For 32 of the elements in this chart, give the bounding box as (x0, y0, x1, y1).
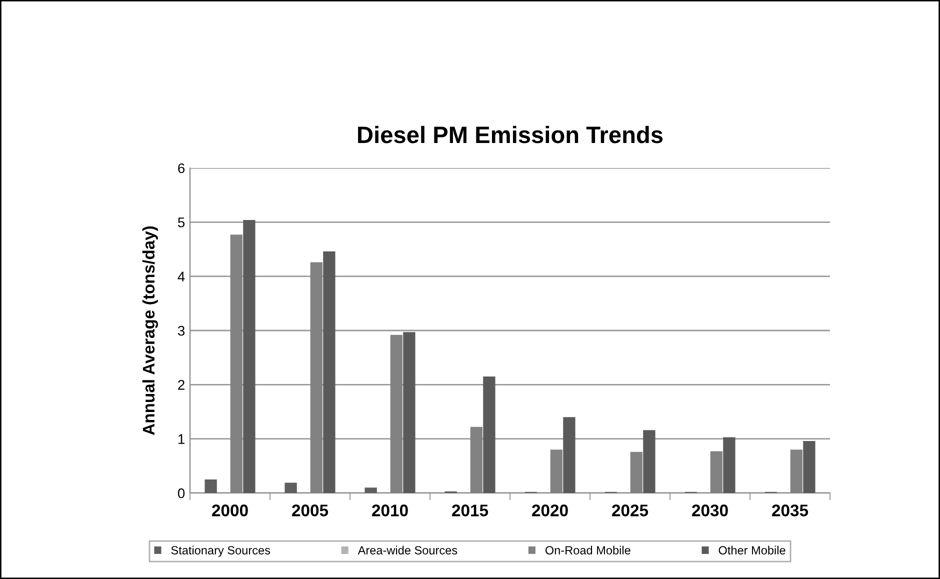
y-tick-label: 6 (178, 163, 185, 174)
bar (204, 479, 217, 493)
y-tick-label: 3 (178, 326, 185, 336)
y-tick-label: 2 (178, 380, 184, 390)
chart-title: Diesel PM Emission Trends (358, 126, 663, 144)
x-tick-label: 2005 (292, 504, 328, 516)
y-tick-label: 4 (178, 272, 185, 282)
legend-label: Other Mobile (718, 546, 786, 554)
y-tick-label: 0 (178, 488, 185, 498)
bar (483, 376, 496, 493)
x-tick-label: 2015 (452, 504, 488, 516)
x-tick-label: 2030 (692, 504, 728, 516)
bar (723, 437, 736, 493)
legend-label: On-Road Mobile (545, 546, 630, 554)
x-tick-label: 2035 (772, 504, 808, 516)
bar (403, 332, 416, 493)
x-tick-label: 2010 (372, 504, 408, 516)
bar (243, 220, 256, 493)
bar (803, 441, 816, 493)
bar (364, 488, 377, 493)
bar (563, 417, 576, 493)
legend-label: Stationary Sources (171, 546, 270, 557)
x-tick-label: 2020 (532, 504, 568, 516)
legend-label: Area-wide Sources (358, 546, 458, 554)
x-tick-label: 2025 (612, 504, 648, 516)
x-tick-label: 2000 (212, 504, 248, 516)
bar (284, 482, 297, 493)
bar (323, 251, 336, 493)
bar (643, 430, 656, 493)
y-axis-title: Annual Average (tons/day) (142, 226, 158, 436)
y-tick-label: 5 (178, 218, 185, 228)
y-tick-label: 1 (178, 434, 184, 444)
